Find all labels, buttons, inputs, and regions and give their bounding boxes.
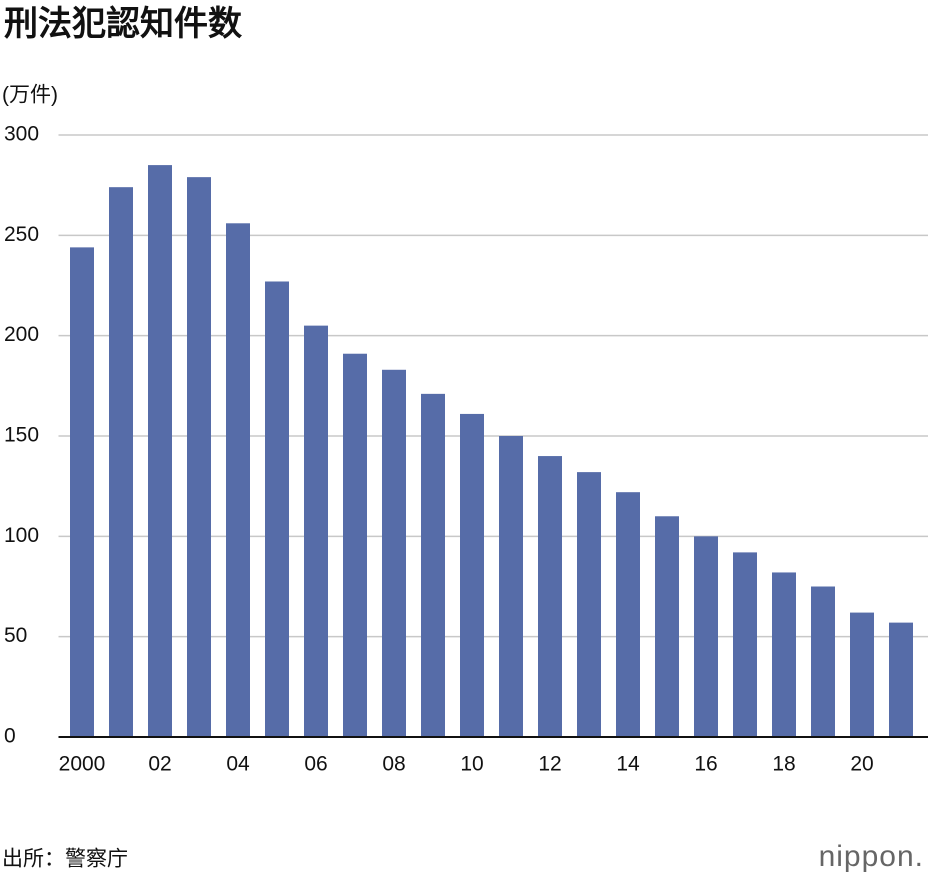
x-tick-label: 10 [460,753,483,776]
bar [889,622,913,737]
bar [577,472,601,737]
x-tick-label: 20 [850,753,873,776]
x-tick-label: 06 [304,753,327,776]
y-tick-label: 50 [4,624,27,647]
bar [109,187,133,737]
bar [616,492,640,737]
y-tick-label: 0 [4,725,16,748]
y-tick-label: 200 [4,323,39,346]
bar [226,223,250,737]
bar [694,536,718,737]
bar [304,325,328,737]
y-tick-label: 100 [4,524,39,547]
y-tick-label: 300 [4,123,39,146]
x-tick-label: 02 [148,753,171,776]
bar [70,247,94,737]
y-axis-label: (万件) [2,84,58,107]
source: 出所：警察庁 [2,848,128,871]
bar [187,177,211,737]
x-tick-label: 14 [616,753,640,776]
bar [460,413,484,737]
bar [811,586,835,737]
x-tick-label: 18 [772,753,795,776]
chart-title: 刑法犯認知件数 [4,4,242,43]
bar [655,516,679,737]
y-tick-label: 150 [4,424,39,447]
bar [772,572,796,737]
bar [382,369,406,737]
x-tick-label: 04 [226,753,250,776]
x-tick-label: 2000 [59,753,106,776]
x-tick-label: 12 [538,753,561,776]
bar [733,552,757,737]
bar [850,612,874,737]
x-tick-label: 08 [382,753,405,776]
bar [343,353,367,737]
bar [148,165,172,738]
bar [265,281,289,737]
bar [538,456,562,737]
logo: nippon. [819,840,924,873]
y-tick-label: 250 [4,223,39,246]
bar [421,393,445,737]
bar [499,436,523,737]
x-tick-label: 16 [694,753,717,776]
